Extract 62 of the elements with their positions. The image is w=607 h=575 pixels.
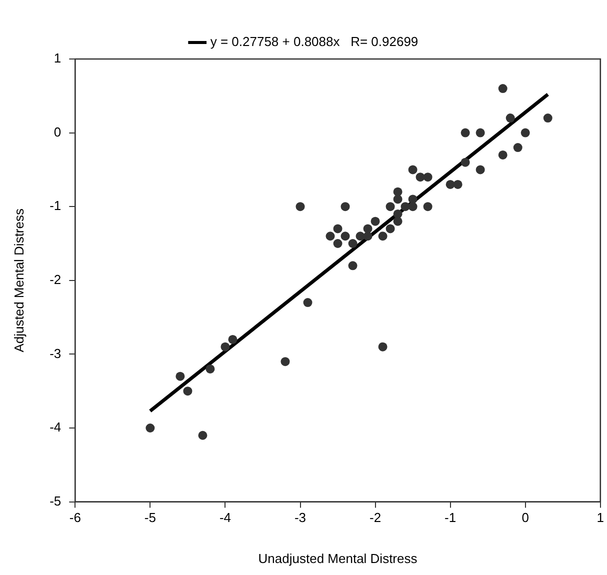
point [416,172,425,182]
point [220,342,230,352]
point [198,430,208,440]
point [228,334,238,344]
point [356,232,365,241]
point [146,424,155,432]
y-tick-label: -3 [50,346,62,361]
point [476,128,485,138]
point [476,165,485,174]
point [296,202,305,212]
point [393,194,402,204]
x-tick-label: -6 [69,510,81,526]
point [176,372,185,381]
x-tick-label: -4 [219,510,232,526]
x-tick-label: -1 [444,510,456,526]
y-tick-label: -4 [50,420,62,435]
point [340,232,350,241]
point [183,386,192,396]
point [386,202,395,212]
point [348,239,358,248]
point [408,165,418,174]
point [506,114,515,123]
point [543,114,552,123]
x-tick-label: -2 [370,510,382,526]
point [513,143,522,152]
y-tick-label: -5 [50,493,62,508]
y-tick-label: 1 [54,50,62,66]
x-axis-title: Unadjusted Mental Distress [258,550,418,566]
point [446,180,455,189]
y-axis-title: Adjusted Mental Distress [11,208,26,352]
point [206,364,215,374]
point [348,261,358,270]
point [498,150,508,160]
x-tick-label: 1 [596,510,604,526]
y-tick-label: -2 [50,272,62,287]
point [393,216,402,226]
point [408,202,418,212]
point [326,232,335,241]
x-tick-label: -5 [144,510,156,526]
point [520,128,530,138]
point [280,357,290,366]
point [363,232,372,241]
point [370,216,380,226]
point [333,224,342,234]
point [400,202,410,212]
y-tick-label: -1 [50,198,62,214]
point [460,128,470,138]
point [378,342,388,352]
legend-label: y = 0.27758 + 0.8088x R= 0.92699 [210,34,418,50]
x-tick-label: 0 [522,510,529,526]
point [498,84,508,94]
point [303,298,312,308]
point [423,172,432,182]
point [460,158,470,167]
point [386,224,395,234]
point [423,202,432,212]
y-tick-label: 0 [54,124,62,140]
point [378,232,388,241]
point [333,239,342,248]
x-tick-label: -3 [294,510,306,526]
point [340,202,350,212]
point [453,180,462,189]
